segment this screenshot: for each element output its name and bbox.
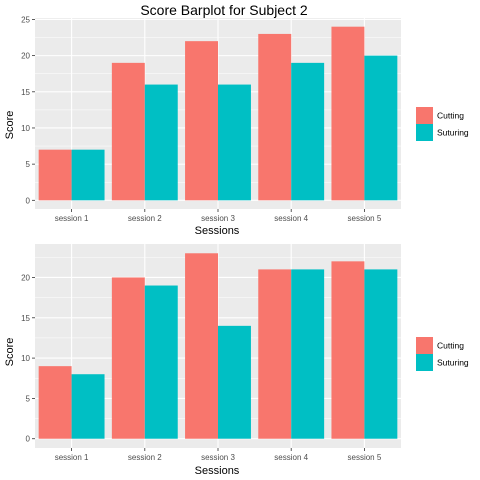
chart-2-bar-suturing bbox=[364, 269, 398, 439]
chart-1-legend-label-suturing: Suturing bbox=[437, 128, 469, 138]
chart-1-bar-suturing bbox=[144, 84, 178, 201]
chart-1-y-tick-label: 10 bbox=[21, 124, 30, 133]
chart-1-bar-cutting bbox=[185, 41, 218, 201]
chart-1-bar-suturing bbox=[364, 55, 398, 201]
chart-2-ylabel: Score bbox=[4, 338, 16, 367]
chart-2-xlabel: Sessions bbox=[195, 465, 240, 477]
chart-2-bar-suturing bbox=[291, 269, 325, 439]
chart-2-bar-suturing bbox=[218, 325, 251, 439]
chart-2-legend-key-cutting bbox=[416, 337, 433, 354]
chart-2-x-tick-label: session 1 bbox=[55, 453, 89, 462]
chart-1-bar-suturing bbox=[291, 62, 325, 201]
chart-2-x-tick-label: session 2 bbox=[128, 453, 162, 462]
chart-1-y-tick-label: 0 bbox=[26, 196, 31, 205]
chart-1-x-tick-label: session 2 bbox=[128, 214, 162, 223]
chart-1-y-tick-label: 20 bbox=[21, 52, 30, 61]
chart-2-bar-cutting bbox=[111, 277, 145, 439]
chart-1-bar-cutting bbox=[258, 33, 292, 201]
chart-1-y-tick-label: 15 bbox=[21, 88, 30, 97]
chart-2-bar-suturing bbox=[71, 374, 105, 439]
chart-1-legend-key-suturing bbox=[416, 124, 433, 141]
chart-2-legend-label-cutting: Cutting bbox=[437, 341, 464, 351]
chart-2-bar-cutting bbox=[38, 366, 72, 439]
chart-1-x-tick-label: session 3 bbox=[201, 214, 235, 223]
chart-1-legend-key-cutting bbox=[416, 107, 433, 124]
chart-2-bar-cutting bbox=[258, 269, 292, 439]
chart-2: 0 5 10 15 20 session 1 session 2 session 3 sessi… bbox=[21, 244, 469, 462]
chart-2-x-tick-label: session 5 bbox=[348, 453, 382, 462]
chart-2-y-tick-label: 20 bbox=[21, 273, 30, 282]
chart-1-bar-cutting bbox=[111, 62, 145, 201]
chart-2-y-tick-label: 10 bbox=[21, 354, 30, 363]
chart-2-bar-cutting bbox=[185, 253, 218, 439]
chart-1-bar-suturing bbox=[71, 149, 105, 201]
chart-1-title: Score Barplot for Subject 2 bbox=[140, 2, 308, 18]
chart-2-y-tick-label: 5 bbox=[26, 394, 31, 403]
chart-1-bar-cutting bbox=[331, 26, 365, 201]
chart-1-xlabel: Sessions bbox=[195, 225, 240, 237]
chart-2-y-tick-label: 0 bbox=[26, 435, 31, 444]
chart-1-x-tick-label: session 4 bbox=[274, 214, 308, 223]
chart-1-x-tick-label: session 5 bbox=[348, 214, 382, 223]
chart-1-y-tick-label: 5 bbox=[26, 160, 31, 169]
chart-2-legend-label-suturing: Suturing bbox=[437, 358, 469, 368]
chart-1-y-tick-label: 25 bbox=[21, 15, 30, 24]
chart-1-legend-label-cutting: Cutting bbox=[437, 111, 464, 121]
chart-2-bar-cutting bbox=[331, 261, 365, 439]
chart-1-ylabel: Score bbox=[4, 111, 16, 140]
chart-1-bar-suturing bbox=[218, 84, 251, 201]
chart-2-x-tick-label: session 3 bbox=[201, 453, 235, 462]
chart-1-bar-cutting bbox=[38, 149, 72, 201]
chart-2-x-tick-label: session 4 bbox=[274, 453, 308, 462]
chart-2-y-tick-label: 15 bbox=[21, 314, 30, 323]
chart-2-legend-key-suturing bbox=[416, 354, 433, 371]
chart-2-bar-suturing bbox=[144, 285, 178, 439]
chart-1-x-tick-label: session 1 bbox=[55, 214, 89, 223]
chart-1: 0 5 10 15 20 25 session 1 session 2 session 3 ses… bbox=[21, 15, 469, 223]
